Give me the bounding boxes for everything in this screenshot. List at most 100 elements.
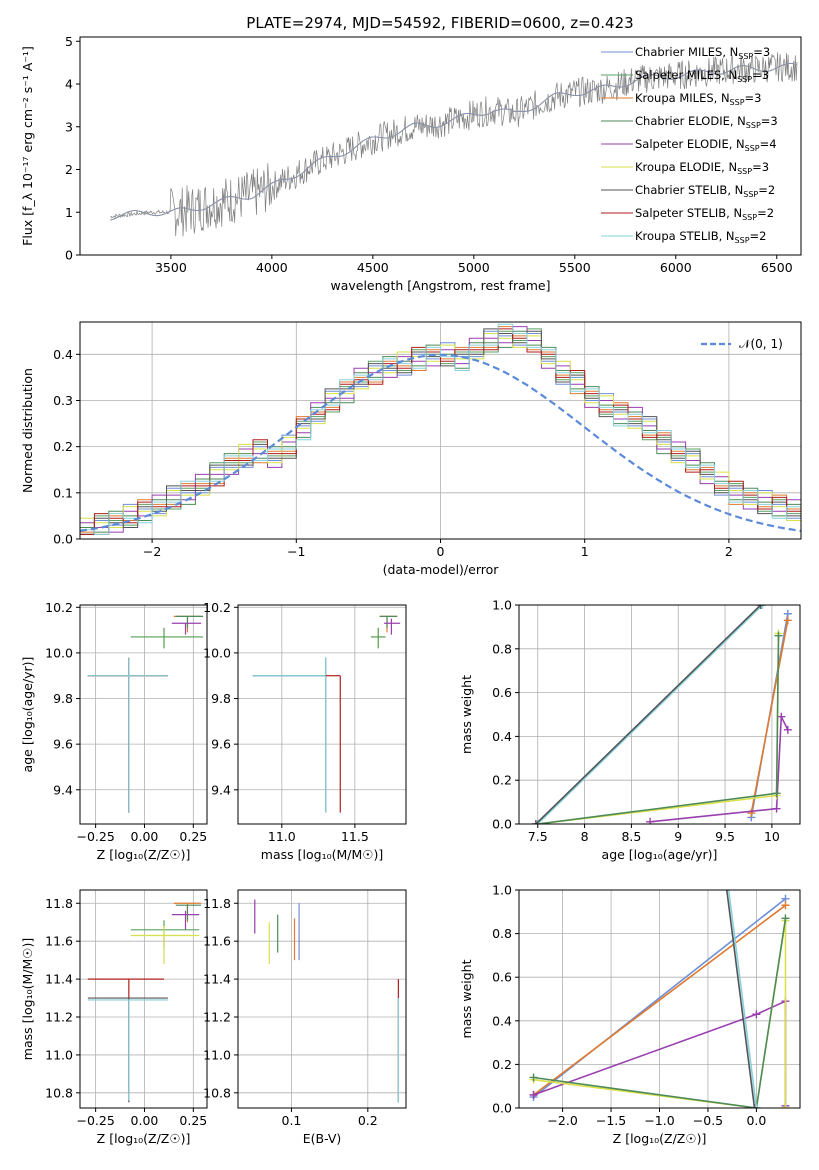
x-tick-label: 6500 — [761, 260, 793, 275]
x-tick-label: −2 — [143, 544, 161, 559]
weight-line — [650, 713, 789, 823]
axes-frame — [79, 321, 802, 540]
x-tick-label: 7.5 — [528, 829, 548, 844]
plot-area — [254, 899, 399, 1103]
x-tick-label: −1.0 — [644, 1113, 674, 1128]
weight-marker — [756, 605, 765, 609]
x-tick-label: 3500 — [155, 260, 187, 275]
x-tick-label: −0.25 — [76, 829, 114, 844]
y-tick-label: 11.8 — [45, 896, 73, 911]
y-tick-label: 10.8 — [45, 1085, 73, 1100]
x-tick-label: 4000 — [256, 260, 288, 275]
weight-marker — [723, 875, 731, 883]
y-tick-label: 9.6 — [53, 737, 73, 752]
weight-marker — [750, 1104, 759, 1108]
y-tick-label: 0.2 — [53, 439, 73, 454]
x-tick-label: −1.5 — [596, 1113, 626, 1128]
legend-label: Salpeter MILES, NSSP=3 — [635, 68, 769, 84]
y-tick-label: 9.4 — [211, 782, 231, 797]
x-axis-label: wavelength [Angstrom, rest frame] — [330, 278, 550, 293]
y-tick-label: 11.2 — [45, 1010, 73, 1025]
legend-label: Chabrier STELIB, NSSP=2 — [635, 183, 775, 199]
panel-mass-vs-z: −0.25 0.00 0.25 10.8 11.0 11.2 11.4 11.6 11.8 Z [… — [20, 889, 208, 1146]
legend-sub: SSP — [746, 121, 761, 130]
plot-area — [252, 615, 401, 813]
y-tick-label: 0.2 — [492, 1057, 512, 1072]
x-tick-label: 1 — [581, 544, 589, 559]
y-tick-label: 0.8 — [492, 641, 512, 656]
legend-sub: SSP — [738, 52, 753, 61]
x-tick-label: 0.0 — [746, 1113, 766, 1128]
axes-frame — [79, 889, 208, 1109]
x-axis-label: (data-model)/error — [383, 562, 500, 577]
legend-label: Kroupa STELIB, NSSP=2 — [635, 229, 766, 245]
panels: 3500 4000 4500 5000 5500 6000 6500 0 1 2 3 4 5 wavele… — [20, 34, 802, 1146]
y-tick-label: 11.8 — [203, 896, 231, 911]
legend-tail: =3 — [761, 114, 778, 128]
legend-tail: =2 — [758, 183, 775, 197]
y-tick-label: 0.0 — [492, 1101, 512, 1116]
y-tick-label: 1.0 — [492, 883, 512, 898]
panel-spectrum: 3500 4000 4500 5000 5500 6000 6500 0 1 2 3 4 5 wavele… — [20, 34, 802, 293]
x-tick-label: −0.25 — [76, 1113, 114, 1128]
y-tick-label: 0.8 — [492, 926, 512, 941]
figure-title: PLATE=2974, MJD=54592, FIBERID=0600, z=0… — [246, 14, 633, 32]
y-tick-label: 0.6 — [492, 970, 512, 985]
x-tick-label: 0.00 — [131, 1113, 159, 1128]
x-tick-label: 0 — [437, 544, 445, 559]
x-tick-label: 11.0 — [268, 829, 296, 844]
y-tick-label: 10.2 — [203, 600, 231, 615]
axes-frame — [237, 604, 407, 825]
x-tick-label: 9 — [674, 829, 682, 844]
plot-area — [110, 52, 798, 237]
plot-area — [531, 605, 792, 824]
legend-sub: SSP — [742, 213, 757, 222]
legend-label: Salpeter STELIB, NSSP=2 — [635, 206, 774, 222]
y-tick-label: 10.0 — [45, 645, 73, 660]
y-tick-label: 0.3 — [53, 393, 73, 408]
x-tick-label: 2 — [725, 544, 733, 559]
y-tick-label: 1 — [65, 205, 73, 220]
x-axis-label: Z [log₁₀(Z/Z☉)] — [97, 1131, 191, 1146]
spectrum-data-line — [110, 52, 798, 237]
y-tick-label: 11.0 — [45, 1047, 73, 1062]
legend-tail: =2 — [757, 206, 774, 220]
legend-sub: SSP — [737, 75, 752, 84]
y-tick-label: 10.2 — [45, 600, 73, 615]
weight-marker — [781, 901, 790, 910]
legend-label: Kroupa ELODIE, NSSP=3 — [635, 160, 769, 176]
y-tick-label: 11.6 — [45, 934, 73, 949]
x-axis-label: E(B-V) — [303, 1131, 342, 1146]
y-tick-label: 5 — [65, 34, 73, 49]
weight-line — [535, 605, 762, 824]
weight-marker — [529, 1073, 538, 1082]
normal-curve — [80, 353, 801, 532]
weight-marker — [783, 616, 792, 625]
weight-marker — [758, 605, 767, 609]
legend-tail: =2 — [750, 229, 767, 243]
weight-marker — [781, 914, 790, 923]
legend-sub: SSP — [743, 190, 758, 199]
x-axis-label: age [log₁₀(age/yr)] — [602, 847, 718, 862]
x-tick-label: 0.00 — [131, 829, 159, 844]
x-axis-label: Z [log₁₀(Z/Z☉)] — [97, 847, 191, 862]
model-line — [110, 63, 798, 221]
y-axis-label: Normed distribution — [20, 368, 35, 493]
weight-line — [750, 620, 789, 814]
x-tick-label: 6000 — [660, 260, 692, 275]
legend-sub: SSP — [745, 144, 760, 153]
y-tick-label: 0.4 — [53, 347, 73, 362]
panel-residuals: −2 −1 0 1 2 0.0 0.1 0.2 0.3 0.4 (data-model)/error… — [20, 321, 802, 577]
y-tick-label: 11.0 — [203, 1047, 231, 1062]
x-tick-label: 8.5 — [621, 829, 641, 844]
y-axis-label: age [log₁₀(age/yr)] — [20, 657, 35, 773]
y-tick-label: 10.0 — [203, 645, 231, 660]
x-tick-label: 5500 — [559, 260, 591, 275]
weight-line — [537, 635, 780, 824]
weight-line — [533, 918, 787, 1108]
weight-line — [537, 633, 780, 824]
y-tick-label: 2 — [65, 162, 73, 177]
x-tick-label: 5000 — [458, 260, 490, 275]
weight-marker — [772, 789, 781, 798]
legend-tail: =3 — [753, 45, 770, 59]
